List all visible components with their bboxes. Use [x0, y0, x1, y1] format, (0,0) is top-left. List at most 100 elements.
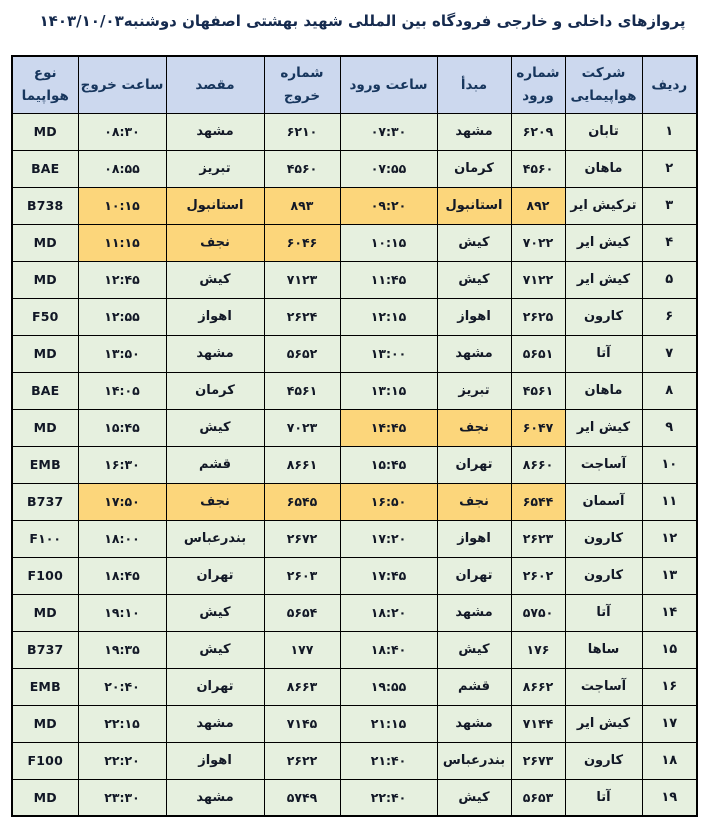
cell-dest: استانبول	[165, 186, 265, 225]
cell-arr_no: ۶۲۰۹	[510, 112, 566, 151]
cell-arr_time: ۱۳:۱۵	[339, 371, 438, 410]
cell-arr_time: ۱۲:۱۵	[339, 297, 438, 336]
cell-arr_no: ۲۶۲۳	[510, 519, 566, 558]
cell-row: ۱۱	[641, 482, 698, 521]
flight-schedule-table: ردیف شرکت هواپیمایی شماره ورود مبدأ ساعت ورو…	[11, 55, 698, 817]
cell-row: ۲	[641, 149, 698, 188]
header-row: ردیف شرکت هواپیمایی شماره ورود مبدأ ساعت ورو…	[11, 55, 698, 114]
table-row: ۱۶ آساجت ۸۶۶۲ قشم ۱۹:۵۵ ۸۶۶۳ تهران ۲۰:۴۰ EMB	[11, 667, 698, 706]
column-header-aircraft: نوع هواپیما	[11, 55, 79, 114]
cell-dep_time: ۱۸:۰۰	[77, 519, 167, 558]
table-row: ۱۴ آتا ۵۷۵۰ مشهد ۱۸:۲۰ ۵۶۵۴ کیش ۱۹:۱۰ MD	[11, 593, 698, 632]
cell-aircraft: MD	[11, 260, 79, 299]
cell-dest: بندرعباس	[165, 519, 265, 558]
cell-dest: مشهد	[165, 112, 265, 151]
cell-airline: تابان	[564, 112, 643, 151]
cell-arr_no: ۸۶۶۰	[510, 445, 566, 484]
cell-dep_no: ۷۱۲۳	[263, 260, 341, 299]
cell-aircraft: MD	[11, 704, 79, 743]
cell-origin: تهران	[436, 445, 512, 484]
cell-dep_no: ۶۵۴۵	[263, 482, 341, 521]
cell-dest: تهران	[165, 667, 265, 706]
cell-dest: تبریز	[165, 149, 265, 188]
cell-airline: کارون	[564, 556, 643, 595]
cell-dest: اهواز	[165, 741, 265, 780]
cell-airline: کارون	[564, 741, 643, 780]
cell-aircraft: MD	[11, 223, 79, 262]
cell-aircraft: MD	[11, 408, 79, 447]
cell-dep_time: ۱۶:۳۰	[77, 445, 167, 484]
cell-dep_time: ۱۲:۴۵	[77, 260, 167, 299]
cell-dest: کیش	[165, 408, 265, 447]
column-header-row: ردیف	[641, 55, 698, 114]
cell-dep_time: ۱۰:۱۵	[77, 186, 167, 225]
table-row: ۵ کیش ایر ۷۱۲۲ کیش ۱۱:۴۵ ۷۱۲۳ کیش ۱۲:۴۵ MD	[11, 260, 698, 299]
cell-dep_no: ۵۷۴۹	[263, 778, 341, 817]
cell-row: ۱۴	[641, 593, 698, 632]
cell-dep_time: ۱۵:۴۵	[77, 408, 167, 447]
cell-aircraft: B737	[11, 630, 79, 669]
cell-airline: ماهان	[564, 371, 643, 410]
cell-row: ۱۸	[641, 741, 698, 780]
cell-dep_no: ۶۲۱۰	[263, 112, 341, 151]
cell-arr_no: ۱۷۶	[510, 630, 566, 669]
cell-origin: کیش	[436, 260, 512, 299]
cell-arr_time: ۲۱:۴۰	[339, 741, 438, 780]
cell-arr_time: ۱۱:۴۵	[339, 260, 438, 299]
cell-aircraft: F50	[11, 297, 79, 336]
cell-arr_no: ۷۱۴۴	[510, 704, 566, 743]
cell-dep_no: ۴۵۶۱	[263, 371, 341, 410]
cell-row: ۱۶	[641, 667, 698, 706]
cell-arr_time: ۱۰:۱۵	[339, 223, 438, 262]
cell-row: ۹	[641, 408, 698, 447]
cell-arr_no: ۲۶۰۲	[510, 556, 566, 595]
cell-row: ۱۲	[641, 519, 698, 558]
cell-origin: مشهد	[436, 704, 512, 743]
cell-aircraft: MD	[11, 112, 79, 151]
cell-origin: مشهد	[436, 334, 512, 373]
cell-dep_no: ۲۶۲۴	[263, 297, 341, 336]
cell-airline: آتا	[564, 778, 643, 817]
table-row: ۱۰ آساجت ۸۶۶۰ تهران ۱۵:۴۵ ۸۶۶۱ قشم ۱۶:۳۰ EMB	[11, 445, 698, 484]
cell-airline: ماهان	[564, 149, 643, 188]
cell-dep_no: ۲۶۷۲	[263, 519, 341, 558]
column-header-origin: مبدأ	[436, 55, 512, 114]
cell-dest: کیش	[165, 593, 265, 632]
table-row: ۱۳ کارون ۲۶۰۲ تهران ۱۷:۴۵ ۲۶۰۳ تهران ۱۸:۴۵ F100	[11, 556, 698, 595]
cell-aircraft: BAE	[11, 149, 79, 188]
cell-dep_no: ۵۶۵۴	[263, 593, 341, 632]
column-header-dest: مقصد	[165, 55, 265, 114]
cell-dep_no: ۷۱۴۵	[263, 704, 341, 743]
cell-airline: کیش ایر	[564, 260, 643, 299]
cell-arr_no: ۸۶۶۲	[510, 667, 566, 706]
cell-aircraft: B738	[11, 186, 79, 225]
table-row: ۱۵ ساها ۱۷۶ کیش ۱۸:۴۰ ۱۷۷ کیش ۱۹:۳۵ B737	[11, 630, 698, 669]
column-header-arr_no: شماره ورود	[510, 55, 566, 114]
table-row: ۱ تابان ۶۲۰۹ مشهد ۰۷:۳۰ ۶۲۱۰ مشهد ۰۸:۳۰ MD	[11, 112, 698, 151]
cell-row: ۱	[641, 112, 698, 151]
cell-row: ۸	[641, 371, 698, 410]
cell-arr_no: ۵۶۵۱	[510, 334, 566, 373]
cell-airline: کیش ایر	[564, 223, 643, 262]
cell-arr_time: ۰۷:۵۵	[339, 149, 438, 188]
cell-aircraft: BAE	[11, 371, 79, 410]
cell-origin: اهواز	[436, 297, 512, 336]
cell-dep_time: ۱۴:۰۵	[77, 371, 167, 410]
cell-airline: ترکیش ایر	[564, 186, 643, 225]
cell-origin: مشهد	[436, 112, 512, 151]
cell-origin: کیش	[436, 223, 512, 262]
cell-arr_no: ۵۷۵۰	[510, 593, 566, 632]
cell-aircraft: F100	[11, 556, 79, 595]
column-header-dep_time: ساعت خروج	[77, 55, 167, 114]
cell-dest: کیش	[165, 630, 265, 669]
cell-dep_no: ۲۶۰۳	[263, 556, 341, 595]
cell-dest: اهواز	[165, 297, 265, 336]
cell-airline: کیش ایر	[564, 704, 643, 743]
column-header-dep_no: شماره خروج	[263, 55, 341, 114]
cell-dep_time: ۱۹:۱۰	[77, 593, 167, 632]
cell-origin: مشهد	[436, 593, 512, 632]
cell-dep_no: ۷۰۲۳	[263, 408, 341, 447]
cell-airline: آتا	[564, 593, 643, 632]
cell-dest: تهران	[165, 556, 265, 595]
